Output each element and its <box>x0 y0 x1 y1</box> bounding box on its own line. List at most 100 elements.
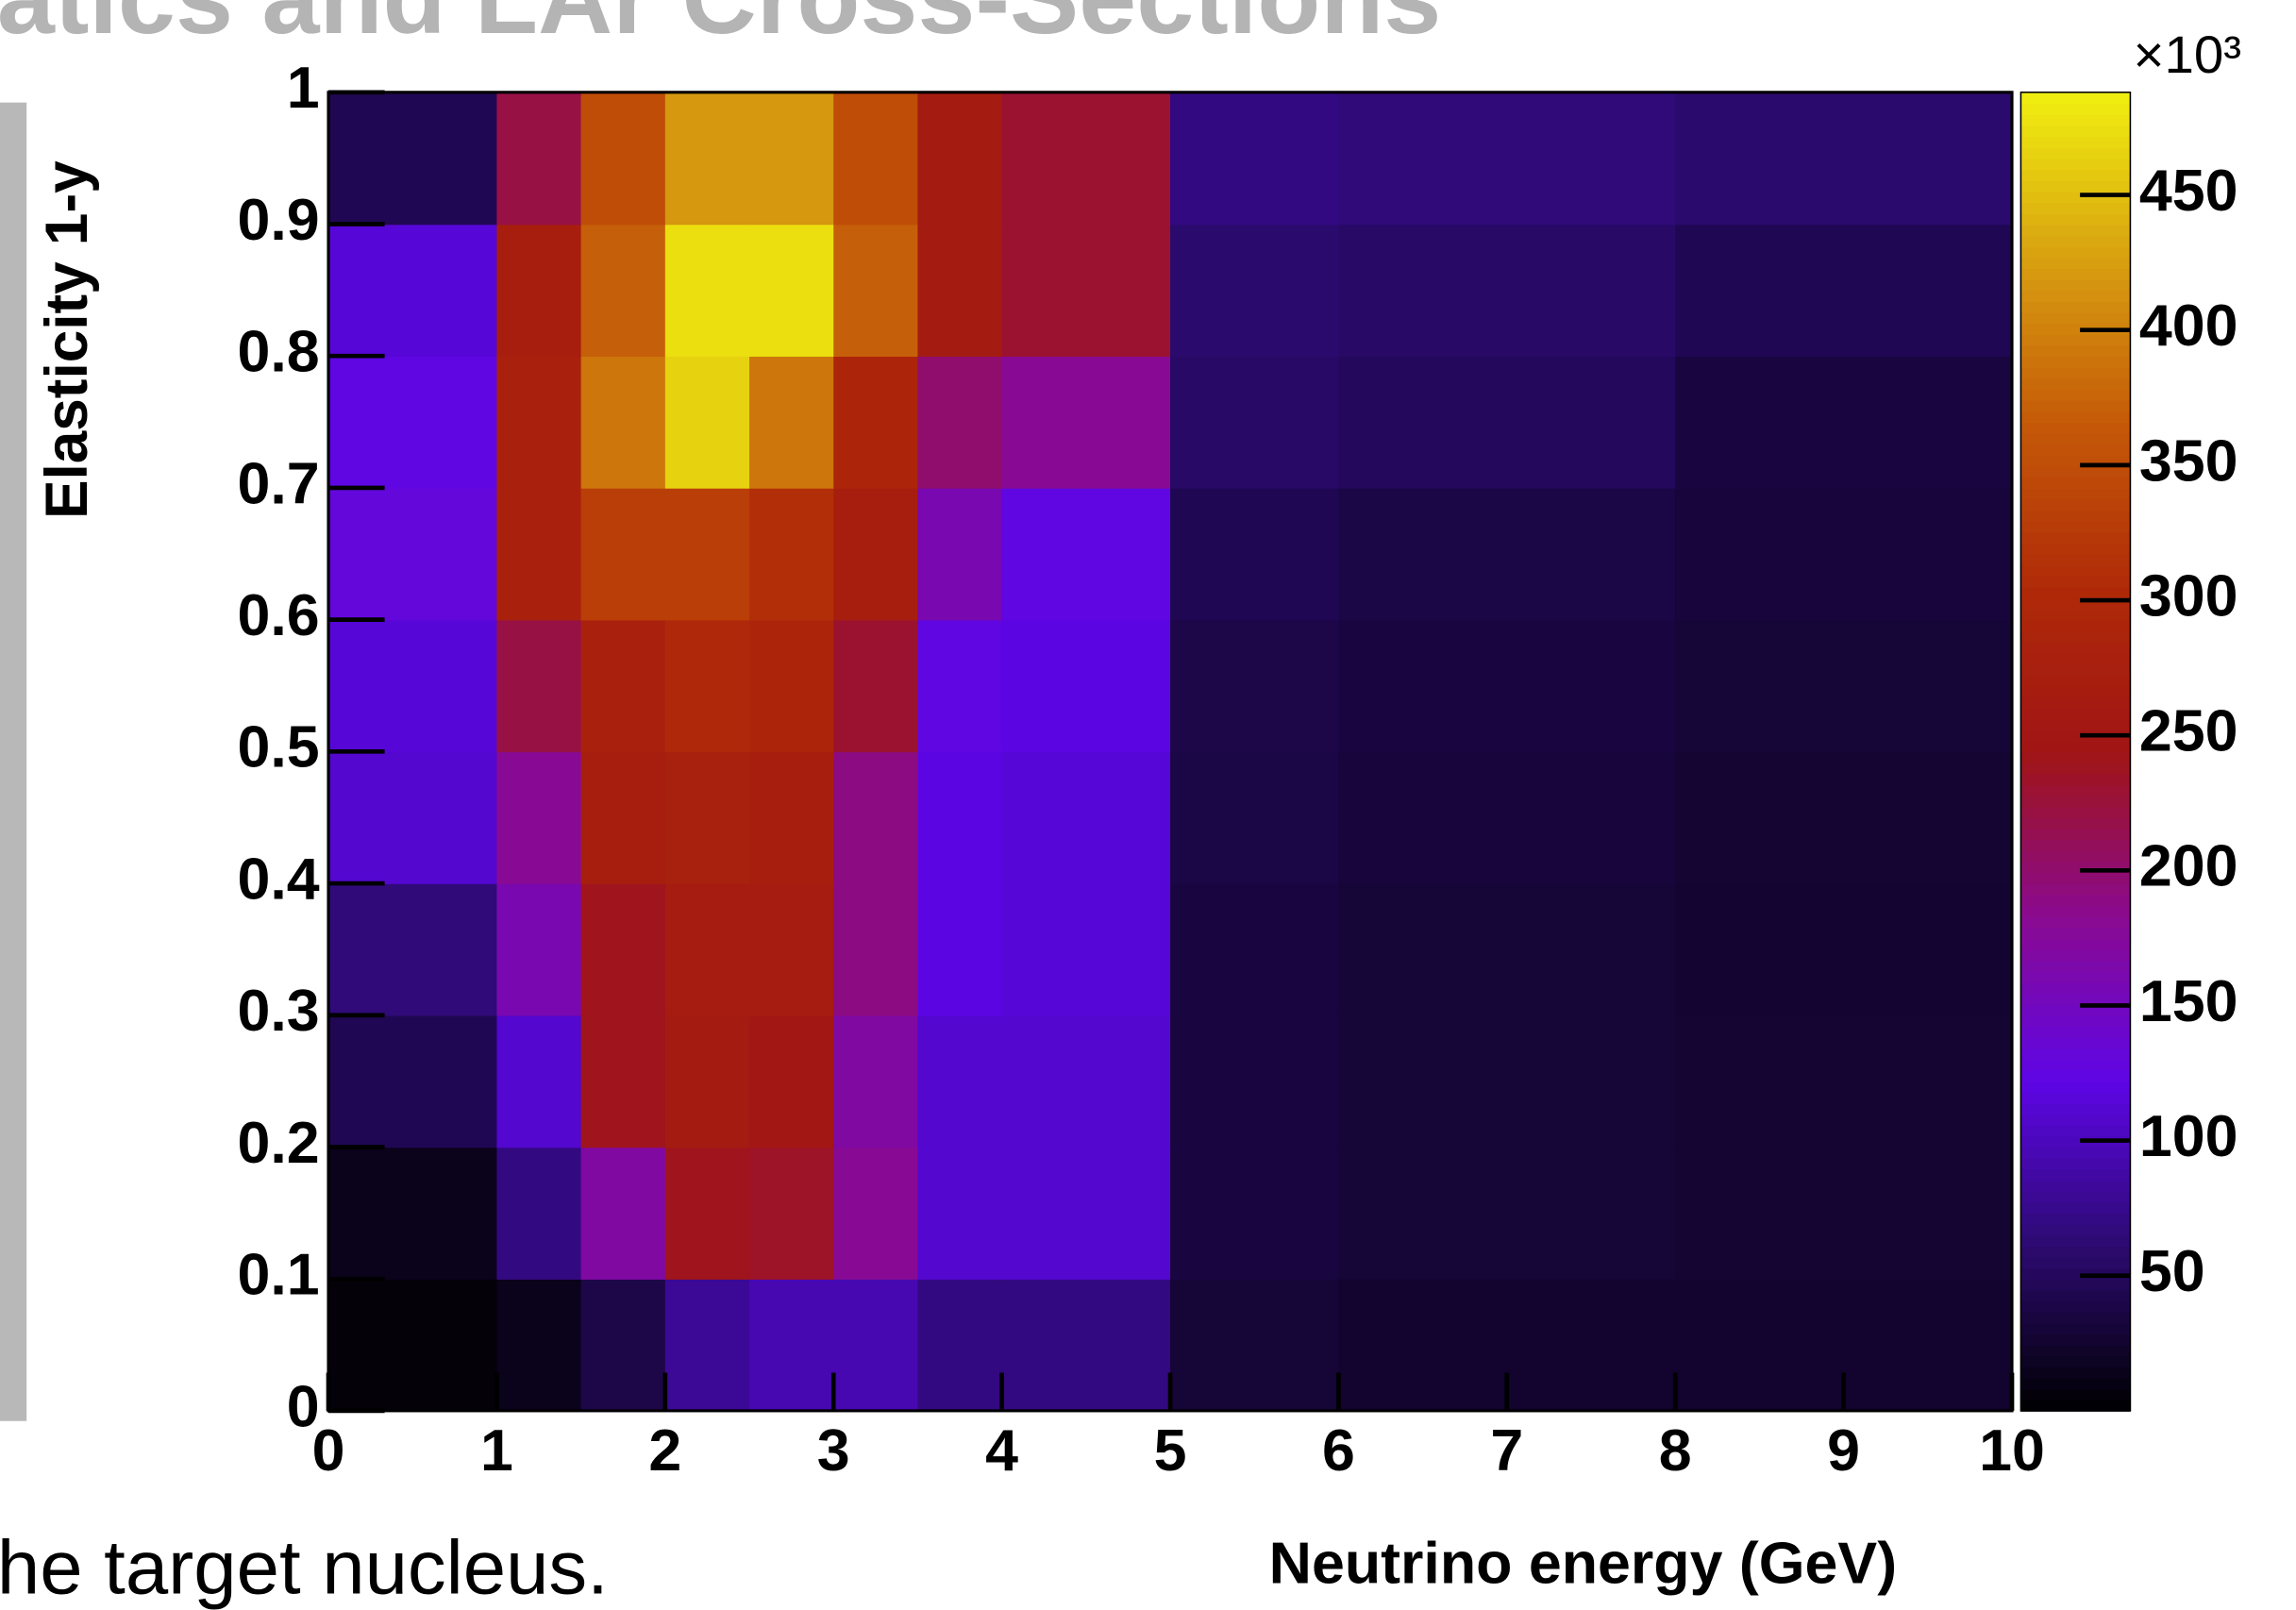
colorbar-step <box>2020 883 2131 896</box>
colorbar-step <box>2020 1059 2131 1071</box>
heatmap-cell <box>917 224 1003 357</box>
heatmap-cell <box>664 619 750 753</box>
heatmap-cell <box>1338 751 1676 884</box>
colorbar-step <box>2020 817 2131 830</box>
heatmap-cell <box>917 751 1003 884</box>
colorbar-step <box>2020 399 2131 412</box>
heatmap-cell <box>496 1147 582 1280</box>
heatmap-cell <box>1001 1279 1171 1412</box>
colorbar-step <box>2020 1180 2131 1192</box>
heatmap-cell <box>917 487 1003 621</box>
x-tick-label: 0 <box>312 1418 345 1484</box>
heatmap-cell <box>496 1015 582 1149</box>
colorbar-tick-label: 50 <box>2139 1239 2205 1304</box>
colorbar-step <box>2020 224 2131 237</box>
colorbar-step <box>2020 1377 2131 1390</box>
heatmap-cell <box>1001 356 1171 489</box>
colorbar-tick-label: 450 <box>2139 159 2238 224</box>
colorbar-step <box>2020 751 2131 763</box>
colorbar-tick-label: 100 <box>2139 1104 2238 1169</box>
heatmap-cell <box>328 487 498 621</box>
colorbar-frame <box>2019 92 2132 1412</box>
heatmap-cell <box>1338 487 1676 621</box>
colorbar-step <box>2020 169 2131 181</box>
colorbar-step <box>2020 202 2131 214</box>
heatmap-cell <box>749 356 835 489</box>
heatmap-cell <box>580 487 666 621</box>
colorbar-step <box>2020 576 2131 588</box>
x-tick-label: 5 <box>1154 1418 1187 1484</box>
heatmap-cell <box>1001 224 1171 357</box>
colorbar-step <box>2020 740 2131 753</box>
heatmap-cell <box>664 1279 750 1412</box>
heatmap-cell <box>580 356 666 489</box>
x-tick-label: 7 <box>1490 1418 1523 1484</box>
y-tick-label: 0.5 <box>237 715 319 780</box>
colorbar-step <box>2020 1092 2131 1104</box>
colorbar-step <box>2020 948 2131 962</box>
colorbar-step <box>2020 553 2131 566</box>
colorbar-step <box>2020 1333 2131 1346</box>
colorbar-step <box>2020 850 2131 863</box>
colorbar-step <box>2020 1256 2131 1269</box>
heatmap-cell <box>664 751 750 884</box>
slide-body: he target nucleus. <box>0 1526 609 1610</box>
heatmap-cell <box>1338 1015 1676 1149</box>
colorbar-step <box>2020 179 2131 193</box>
heatmap-cell <box>1675 92 2013 226</box>
colorbar-step <box>2020 377 2131 391</box>
colorbar-step <box>2020 487 2131 500</box>
colorbar-step <box>2020 1037 2131 1049</box>
colorbar-step <box>2020 444 2131 456</box>
y-tick-label: 1 <box>287 56 320 121</box>
colorbar-step <box>2020 1168 2131 1182</box>
colorbar-step <box>2020 663 2131 676</box>
colorbar-step <box>2020 477 2131 489</box>
heatmap-cell <box>328 751 498 884</box>
heatmap-cell <box>833 487 919 621</box>
colorbar-step <box>2020 773 2131 786</box>
colorbar-step <box>2020 333 2131 346</box>
colorbar-step <box>2020 1312 2131 1324</box>
colorbar-step <box>2020 245 2131 259</box>
colorbar-tick-label: 300 <box>2139 564 2238 629</box>
heatmap-cell <box>1001 751 1171 884</box>
colorbar-tick-label: 350 <box>2139 429 2238 495</box>
colorbar-tick-label: 150 <box>2139 969 2238 1034</box>
colorbar-step <box>2020 762 2131 775</box>
heatmap-cell <box>1675 751 2013 884</box>
heatmap-cell <box>749 224 835 357</box>
heatmap-cell <box>1338 883 1676 1016</box>
heatmap-cell <box>833 883 919 1016</box>
colorbar-step <box>2020 927 2131 940</box>
heatmap-cell <box>496 1279 582 1412</box>
heatmap-cell <box>1675 883 2013 1016</box>
heatmap-cell <box>1170 619 1340 753</box>
colorbar-step <box>2020 915 2131 929</box>
colorbar-step <box>2020 718 2131 730</box>
colorbar-tick-label: 200 <box>2139 834 2238 899</box>
heatmap-cell <box>328 883 498 1016</box>
x-tick-label: 4 <box>985 1418 1018 1484</box>
heatmap-cell <box>833 356 919 489</box>
heatmap-cell <box>1170 1147 1340 1280</box>
colorbar-step <box>2020 971 2131 983</box>
heatmap-cell <box>749 1015 835 1149</box>
colorbar-step <box>2020 510 2131 522</box>
heatmap-cell <box>580 619 666 753</box>
colorbar-step <box>2020 685 2131 698</box>
colorbar-step <box>2020 311 2131 325</box>
heatmap-cell <box>1001 487 1171 621</box>
colorbar-step <box>2020 795 2131 808</box>
heatmap-cell <box>328 619 498 753</box>
heatmap-cell <box>580 1147 666 1280</box>
heatmap-cell <box>1170 1015 1340 1149</box>
colorbar-step <box>2020 301 2131 313</box>
heatmap-cell <box>749 487 835 621</box>
heatmap-cell <box>1001 619 1171 753</box>
heatmap-cell <box>917 883 1003 1016</box>
colorbar-step <box>2020 411 2131 423</box>
colorbar-step <box>2020 389 2131 401</box>
y-tick-label: 0.7 <box>237 452 319 517</box>
x-tick-label: 9 <box>1827 1418 1860 1484</box>
